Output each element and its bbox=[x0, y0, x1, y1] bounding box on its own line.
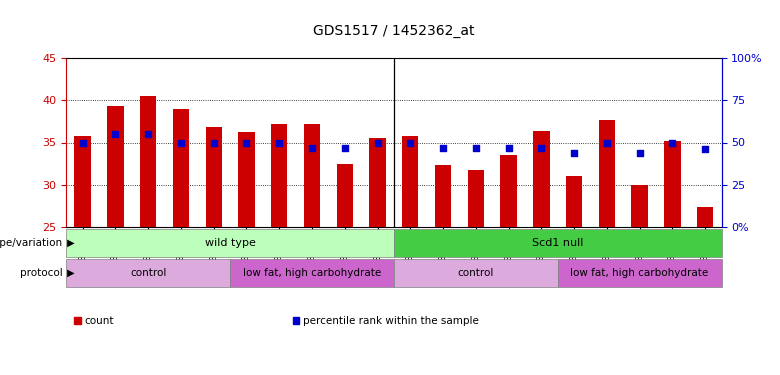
Bar bbox=[697, 207, 714, 227]
Bar bbox=[394, 259, 558, 287]
Bar bbox=[66, 259, 230, 287]
Point bbox=[371, 140, 384, 146]
Text: GDS1517 / 1452362_at: GDS1517 / 1452362_at bbox=[313, 24, 475, 38]
Bar bbox=[599, 120, 615, 227]
Point bbox=[404, 140, 417, 146]
Text: ▶: ▶ bbox=[64, 238, 75, 248]
Text: genotype/variation: genotype/variation bbox=[0, 238, 62, 248]
Text: Scd1 null: Scd1 null bbox=[532, 238, 583, 248]
Bar bbox=[239, 132, 254, 227]
Bar bbox=[558, 259, 722, 287]
Point bbox=[601, 140, 613, 146]
Text: ▶: ▶ bbox=[64, 268, 75, 278]
Text: wild type: wild type bbox=[204, 238, 256, 248]
Bar bbox=[394, 229, 722, 257]
Point bbox=[306, 145, 318, 151]
Bar bbox=[534, 131, 550, 227]
Point bbox=[535, 145, 548, 151]
Bar bbox=[271, 124, 288, 227]
Bar bbox=[206, 128, 222, 227]
Bar bbox=[468, 170, 484, 227]
Text: count: count bbox=[85, 316, 114, 326]
Point bbox=[207, 140, 220, 146]
Text: control: control bbox=[130, 268, 166, 278]
Point bbox=[437, 145, 449, 151]
Text: percentile rank within the sample: percentile rank within the sample bbox=[303, 316, 479, 326]
Point bbox=[109, 131, 122, 137]
Bar bbox=[108, 106, 124, 227]
Bar bbox=[435, 165, 452, 227]
Bar bbox=[501, 155, 517, 227]
Text: protocol: protocol bbox=[20, 268, 62, 278]
Point bbox=[240, 140, 253, 146]
Bar bbox=[230, 259, 394, 287]
Point bbox=[76, 140, 89, 146]
Point bbox=[633, 150, 646, 156]
Bar bbox=[337, 164, 353, 227]
Point bbox=[175, 140, 187, 146]
Bar bbox=[75, 136, 90, 227]
Point bbox=[666, 140, 679, 146]
Bar bbox=[632, 185, 648, 227]
Bar bbox=[66, 229, 394, 257]
Text: low fat, high carbohydrate: low fat, high carbohydrate bbox=[570, 268, 709, 278]
Text: low fat, high carbohydrate: low fat, high carbohydrate bbox=[243, 268, 381, 278]
Bar bbox=[370, 138, 386, 227]
Point bbox=[568, 150, 580, 156]
Bar bbox=[665, 141, 680, 227]
Bar bbox=[304, 124, 321, 227]
Point bbox=[470, 145, 482, 151]
Point bbox=[273, 140, 285, 146]
Bar bbox=[173, 109, 190, 227]
Point bbox=[339, 145, 351, 151]
Bar bbox=[566, 176, 583, 227]
Point bbox=[699, 146, 711, 152]
Point bbox=[142, 131, 154, 137]
Bar bbox=[140, 96, 156, 227]
Text: control: control bbox=[458, 268, 494, 278]
Bar bbox=[402, 136, 419, 227]
Point bbox=[502, 145, 515, 151]
